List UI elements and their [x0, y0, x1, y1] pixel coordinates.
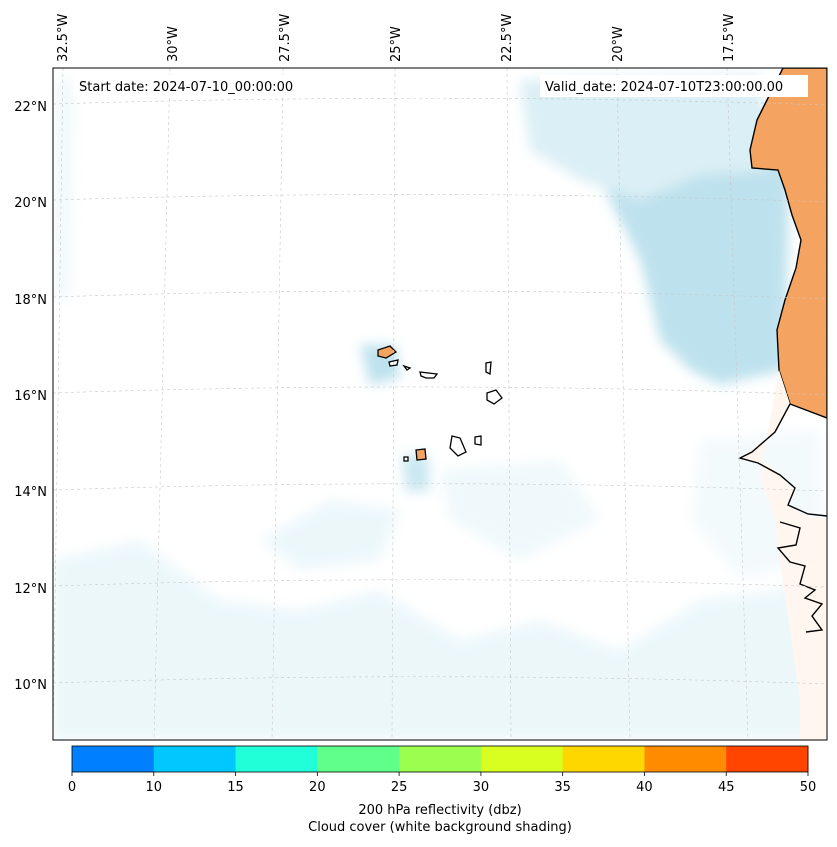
- map-border: [52, 67, 828, 741]
- colorbar-label-line2: Cloud cover (white background shading): [308, 820, 572, 835]
- colorbar-segment: [235, 746, 318, 772]
- start-date-label: Start date: 2024-07-10_00:00:00: [79, 80, 293, 95]
- colorbar-tick-label: 10: [146, 780, 163, 795]
- colorbar-ticks: 0 10 15 20 25 30 35 40 45 50: [68, 772, 816, 795]
- map-panel: Start date: 2024-07-10_00:00:00 Valid_da…: [53, 68, 827, 740]
- lon-label: 30°W: [166, 26, 181, 62]
- colorbar-tick-label: 35: [554, 780, 571, 795]
- colorbar-segment: [399, 746, 482, 772]
- valid-date-box: Valid_date: 2024-07-10T23:00:00.00: [540, 75, 808, 97]
- lon-label: 17.5°W: [722, 14, 737, 62]
- lon-label: 25°W: [389, 26, 404, 62]
- colorbar-tick-label: 45: [718, 780, 735, 795]
- colorbar-label-line1: 200 hPa reflectivity (dbz): [358, 803, 521, 818]
- islands-cape-verde: [377, 345, 503, 462]
- colorbar-border: [71, 745, 809, 773]
- colorbar-segment: [317, 746, 400, 772]
- colorbar-segment: [72, 746, 155, 772]
- colorbar-tick-label: 15: [227, 780, 244, 795]
- lat-label: 10°N: [14, 678, 47, 693]
- graticule: [53, 68, 827, 740]
- colorbar-tick-label: 40: [636, 780, 653, 795]
- colorbar-segment: [644, 746, 727, 772]
- colorbar-tick-label: 20: [309, 780, 326, 795]
- colorbar-segment: [562, 746, 645, 772]
- colorbar-segment: [726, 746, 809, 772]
- colorbar-tick-label: 50: [800, 780, 817, 795]
- colorbar: 0 10 15 20 25 30 35 40 45 50 200 hPa reflectivity…: [68, 745, 816, 835]
- colorbar-tick-label: 25: [391, 780, 408, 795]
- colorbar-segment: [153, 746, 237, 772]
- lat-label: 12°N: [14, 582, 47, 597]
- longitude-labels: 32.5°W 30°W 27.5°W 25°W 22.5°W 20°W 17.5…: [56, 14, 737, 62]
- colorbar-tick-label: 30: [473, 780, 490, 795]
- lat-label: 18°N: [14, 293, 47, 308]
- land-africa: [738, 68, 827, 740]
- start-date-box: Start date: 2024-07-10_00:00:00: [73, 75, 309, 97]
- lon-label: 22.5°W: [500, 14, 515, 62]
- valid-date-label: Valid_date: 2024-07-10T23:00:00.00: [545, 80, 783, 95]
- lat-label: 20°N: [14, 196, 47, 211]
- lat-label: 14°N: [14, 485, 47, 500]
- lat-label: 16°N: [14, 389, 47, 404]
- colorbar-tick-label: 0: [68, 780, 76, 795]
- colorbar-segment: [480, 746, 564, 772]
- lon-label: 20°W: [611, 26, 626, 62]
- lat-label: 22°N: [14, 100, 47, 115]
- latitude-labels: 22°N 20°N 18°N 16°N 14°N 12°N 10°N: [14, 100, 47, 693]
- lon-label: 32.5°W: [56, 14, 71, 62]
- colorbar-segments: [72, 746, 809, 772]
- lon-label: 27.5°W: [278, 14, 293, 62]
